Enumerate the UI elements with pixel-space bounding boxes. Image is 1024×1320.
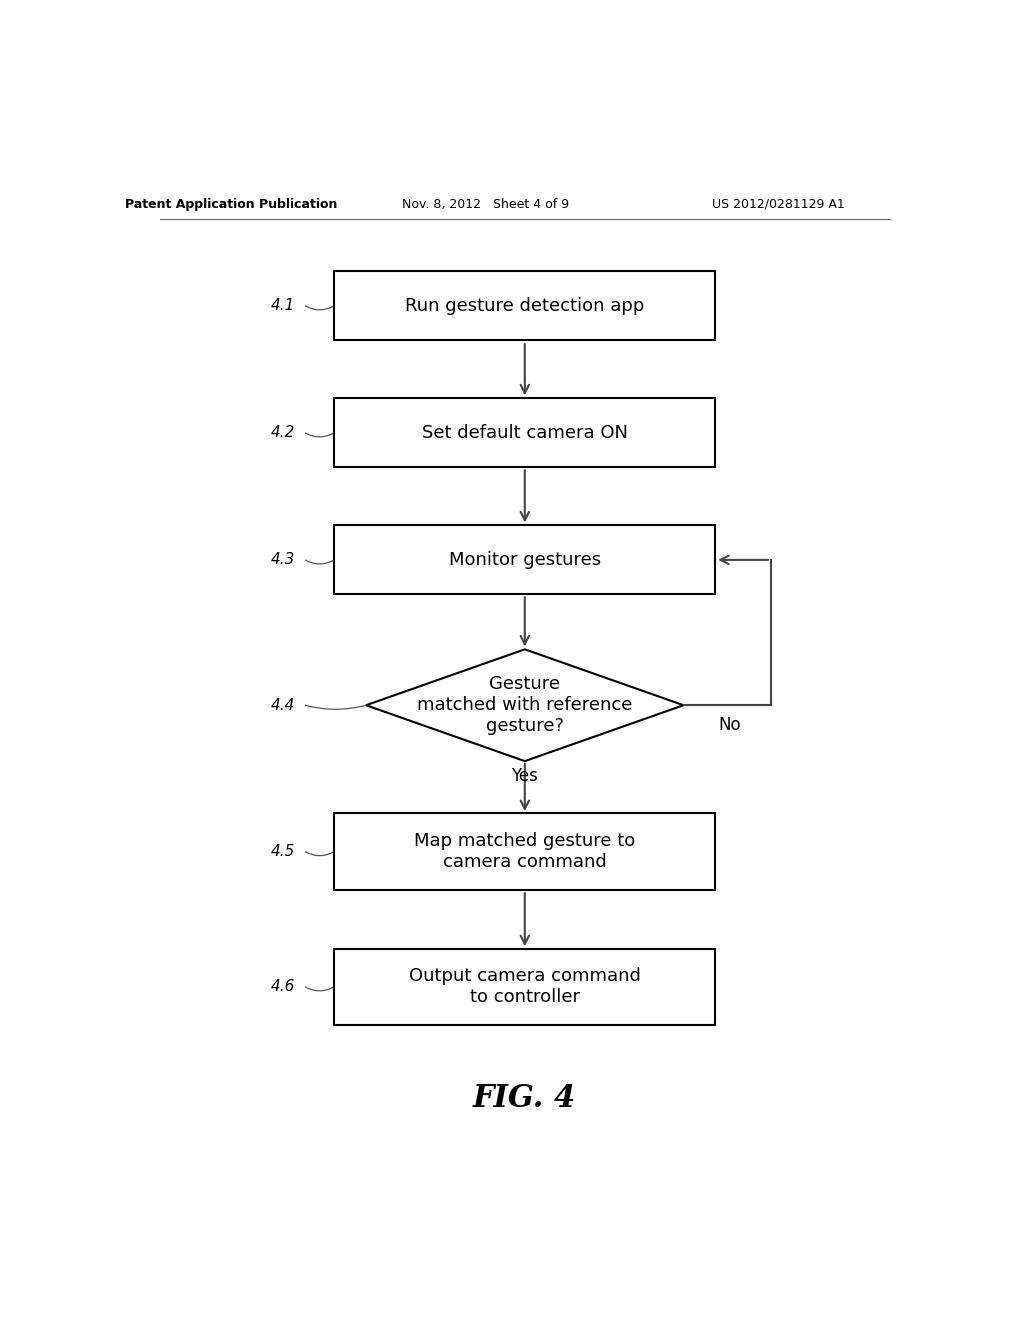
Text: 4.4: 4.4 (270, 698, 295, 713)
FancyBboxPatch shape (334, 399, 715, 467)
Text: Nov. 8, 2012   Sheet 4 of 9: Nov. 8, 2012 Sheet 4 of 9 (401, 198, 568, 211)
Text: FIG. 4: FIG. 4 (473, 1084, 577, 1114)
Text: 4.1: 4.1 (270, 298, 295, 313)
Text: 4.5: 4.5 (270, 843, 295, 859)
Text: Yes: Yes (511, 767, 539, 785)
FancyBboxPatch shape (334, 271, 715, 341)
Text: No: No (718, 715, 740, 734)
Text: 4.3: 4.3 (270, 552, 295, 568)
Text: Patent Application Publication: Patent Application Publication (125, 198, 337, 211)
Text: Gesture
matched with reference
gesture?: Gesture matched with reference gesture? (417, 676, 633, 735)
Text: Map matched gesture to
camera command: Map matched gesture to camera command (414, 832, 636, 871)
Text: 4.2: 4.2 (270, 425, 295, 441)
Text: Set default camera ON: Set default camera ON (422, 424, 628, 442)
Text: Output camera command
to controller: Output camera command to controller (409, 968, 641, 1006)
FancyBboxPatch shape (334, 813, 715, 890)
FancyBboxPatch shape (334, 949, 715, 1024)
Text: 4.6: 4.6 (270, 979, 295, 994)
FancyBboxPatch shape (334, 525, 715, 594)
Polygon shape (367, 649, 684, 762)
Text: Run gesture detection app: Run gesture detection app (406, 297, 644, 314)
Text: Monitor gestures: Monitor gestures (449, 550, 601, 569)
Text: US 2012/0281129 A1: US 2012/0281129 A1 (713, 198, 845, 211)
